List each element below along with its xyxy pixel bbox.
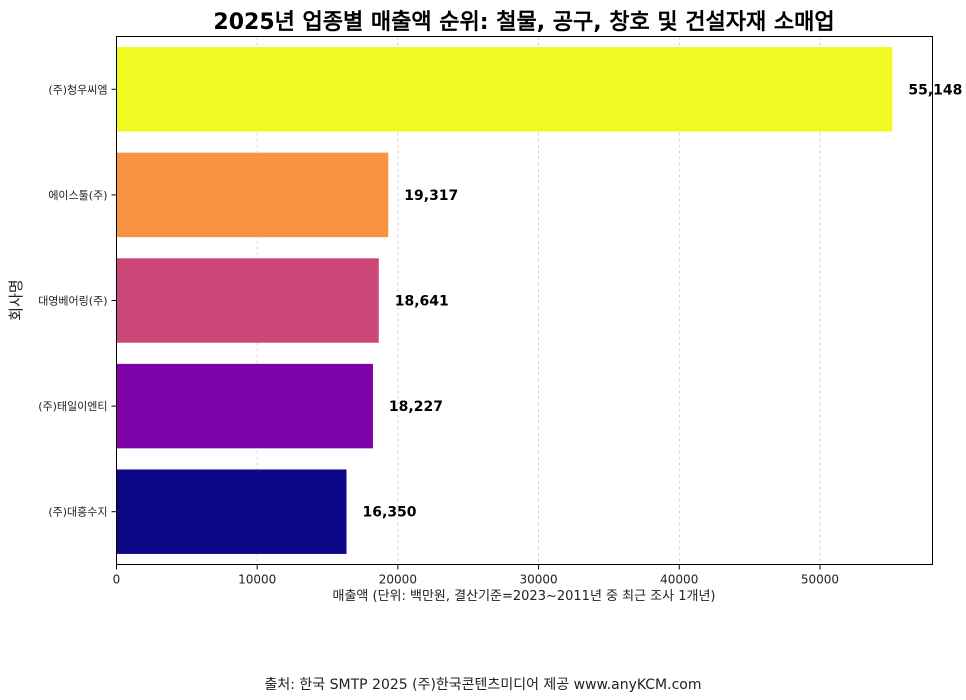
bar xyxy=(116,258,379,343)
category-label: (주)대흥수지 xyxy=(48,505,107,519)
bar xyxy=(116,363,373,449)
bar-value-label: 18,227 xyxy=(389,399,443,415)
category-label: 대영베어링(주) xyxy=(38,295,107,308)
x-tick-label: 10000 xyxy=(238,573,276,587)
x-axis-ticks: 0 10000 20000 30000 40000 50000 xyxy=(113,564,839,587)
source-caption: 출처: 한국 SMTP 2025 (주)한국콘텐츠미디어 제공 www.anyK… xyxy=(264,677,702,693)
value-labels: 55,148 19,317 18,641 18,227 16,350 xyxy=(363,82,963,520)
bar-value-label: 19,317 xyxy=(404,188,458,204)
chart-title: 2025년 업종별 매출액 순위: 철물, 공구, 창호 및 건설자재 소매업 xyxy=(213,10,834,35)
x-tick-label: 20000 xyxy=(379,573,417,587)
bars xyxy=(116,47,893,554)
x-tick-label: 0 xyxy=(113,573,121,587)
x-tick-label: 40000 xyxy=(660,573,698,587)
category-label: (주)청우씨엠 xyxy=(48,83,107,96)
bar xyxy=(116,152,389,238)
category-label: (주)태일이엔티 xyxy=(38,399,107,413)
x-axis-label: 매출액 (단위: 백만원, 결산기준=2023~2011년 중 최근 조사 1개… xyxy=(332,589,715,604)
bar-value-label: 16,350 xyxy=(363,505,417,521)
category-label: 에이스툴(주) xyxy=(48,189,107,202)
bar xyxy=(116,469,347,554)
x-tick-label: 30000 xyxy=(519,573,557,587)
bar-value-label: 18,641 xyxy=(395,294,449,310)
y-axis-label: 회사명 xyxy=(7,279,25,320)
bar xyxy=(116,47,893,132)
bar-value-label: 55,148 xyxy=(908,82,962,98)
x-tick-label: 50000 xyxy=(801,573,839,587)
plot-frame xyxy=(116,36,933,565)
